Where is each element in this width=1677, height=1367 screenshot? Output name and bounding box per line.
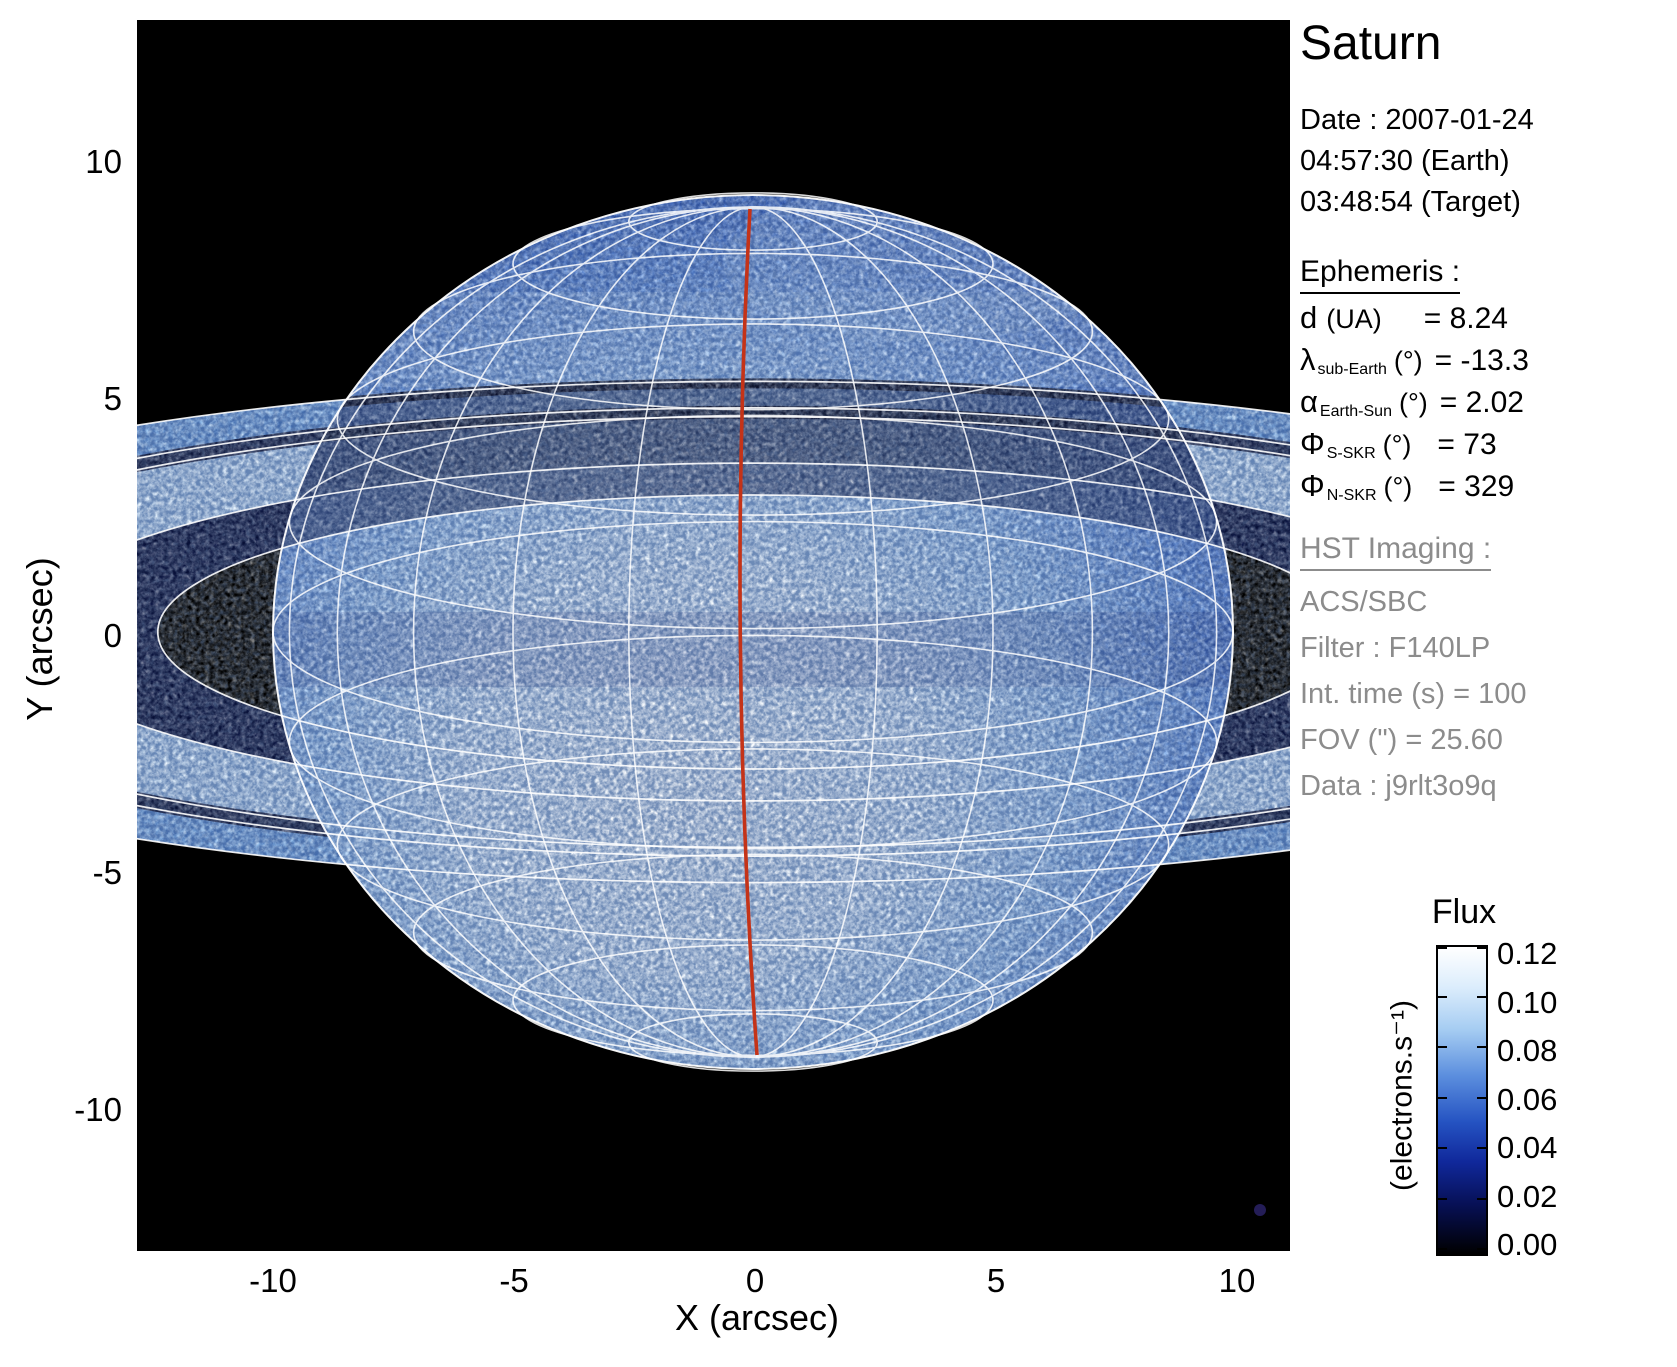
unit: (UA)	[1326, 304, 1382, 334]
colorbar-tick	[1477, 1147, 1486, 1149]
colorbar-label-004: 0.04	[1497, 1130, 1558, 1165]
time-earth-line: 04:57:30 (Earth)	[1300, 145, 1510, 177]
colorbar-label-002: 0.02	[1497, 1179, 1558, 1214]
unit: (°)	[1393, 346, 1423, 376]
unit: (°)	[1398, 388, 1428, 418]
y-tick-5: 5	[103, 380, 122, 417]
colorbar-tick	[1477, 1046, 1486, 1048]
subscript: S-SKR	[1326, 445, 1376, 462]
ephemeris-row-phi-n: Φ N-SKR (°) = 329	[1300, 468, 1529, 510]
subscript: N-SKR	[1326, 487, 1377, 504]
value: = 8.24	[1423, 302, 1508, 335]
flux-colorbar	[1436, 945, 1488, 1256]
ephemeris-row-alpha: α Earth-Sun (°) = 2.02	[1300, 384, 1529, 426]
value: = 329	[1438, 470, 1515, 503]
symbol-lambda: λ	[1300, 342, 1316, 377]
y-axis-label: Y (arcsec)	[19, 557, 60, 721]
colorbar-tick	[1438, 1147, 1447, 1149]
colorbar-tick	[1477, 1198, 1486, 1200]
colorbar-label-000: 0.00	[1497, 1227, 1558, 1262]
y-tick-10: 10	[85, 143, 122, 180]
unit: (°)	[1382, 430, 1412, 460]
y-tick-0: 0	[103, 617, 122, 654]
colorbar-tick	[1438, 996, 1447, 998]
colorbar-label-012: 0.12	[1497, 936, 1558, 971]
symbol-phi-s: Φ	[1300, 426, 1325, 461]
saturn-scene-svg	[137, 20, 1290, 1251]
y-tick-m10: -10	[74, 1091, 122, 1128]
value: = 2.02	[1439, 386, 1524, 419]
time-target-line: 03:48:54 (Target)	[1300, 186, 1521, 218]
x-axis-label: X (arcsec)	[674, 1297, 840, 1338]
colorbar-tick	[1477, 1248, 1486, 1250]
colorbar-label-006: 0.06	[1497, 1082, 1558, 1117]
saturn-image-plot	[137, 20, 1290, 1251]
colorbar-tick	[1438, 1097, 1447, 1099]
unit: (°)	[1383, 472, 1413, 502]
hst-fov: FOV (") = 25.60	[1300, 724, 1503, 756]
ephemeris-row-distance: d (UA) = 8.24	[1300, 300, 1529, 342]
page-title: Saturn	[1300, 17, 1442, 70]
x-tick-0: 0	[745, 1262, 765, 1299]
colorbar-tick	[1477, 947, 1486, 949]
x-tick-m5: -5	[499, 1262, 529, 1299]
x-tick-10: 10	[1218, 1262, 1256, 1299]
hst-int-time: Int. time (s) = 100	[1300, 678, 1527, 710]
hst-imaging-block: HST Imaging : ACS/SBC Filter : F140LP In…	[1300, 532, 1526, 809]
hst-data-id: Data : j9rlt3o9q	[1300, 770, 1497, 802]
symbol-phi-n: Φ	[1300, 468, 1325, 503]
symbol-d: d	[1300, 300, 1318, 335]
ephemeris-row-phi-s: Φ S-SKR (°) = 73	[1300, 426, 1529, 468]
subscript: sub-Earth	[1317, 361, 1387, 378]
value: = 73	[1437, 428, 1497, 461]
colorbar-tick	[1477, 996, 1486, 998]
colorbar-tick	[1438, 1248, 1447, 1250]
ephemeris-row-lambda: λ sub-Earth (°) = -13.3	[1300, 342, 1529, 384]
hst-lines: ACS/SBC Filter : F140LP Int. time (s) = …	[1300, 579, 1526, 809]
symbol-alpha: α	[1300, 384, 1318, 419]
subscript: Earth-Sun	[1319, 403, 1392, 420]
hst-heading: HST Imaging :	[1300, 532, 1492, 571]
ephemeris-heading-text: Ephemeris :	[1300, 255, 1461, 294]
colorbar-unit-label: (electrons.s⁻¹)	[1385, 1000, 1419, 1191]
x-tick-m10: -10	[249, 1262, 297, 1299]
x-tick-5: 5	[986, 1262, 1006, 1299]
value: = -13.3	[1434, 344, 1529, 377]
colorbar-label-008: 0.08	[1497, 1033, 1558, 1068]
ephemeris-table: d (UA) = 8.24 λ sub-Earth (°) = -13.3 α …	[1300, 300, 1529, 510]
colorbar-title: Flux	[1431, 893, 1497, 931]
colorbar-tick	[1438, 947, 1447, 949]
hst-filter: Filter : F140LP	[1300, 632, 1491, 664]
colorbar-tick	[1477, 1097, 1486, 1099]
colorbar-tick	[1438, 1046, 1447, 1048]
date-block: Date : 2007-01-24 04:57:30 (Earth) 03:48…	[1300, 100, 1534, 223]
hst-instrument: ACS/SBC	[1300, 586, 1428, 618]
colorbar-label-010: 0.10	[1497, 985, 1558, 1020]
ephemeris-heading: Ephemeris :	[1300, 255, 1461, 294]
colorbar-tick	[1438, 1198, 1447, 1200]
y-tick-m5: -5	[92, 854, 122, 891]
date-line: Date : 2007-01-24	[1300, 104, 1534, 136]
